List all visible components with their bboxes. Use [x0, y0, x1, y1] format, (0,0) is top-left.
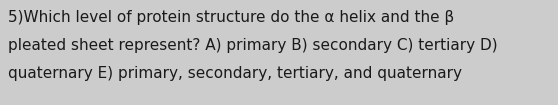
Text: quaternary E) primary, secondary, tertiary, and quaternary: quaternary E) primary, secondary, tertia… [8, 66, 462, 81]
Text: 5)Which level of protein structure do the α helix and the β: 5)Which level of protein structure do th… [8, 10, 454, 25]
Text: pleated sheet represent? A) primary B) secondary C) tertiary D): pleated sheet represent? A) primary B) s… [8, 38, 498, 53]
